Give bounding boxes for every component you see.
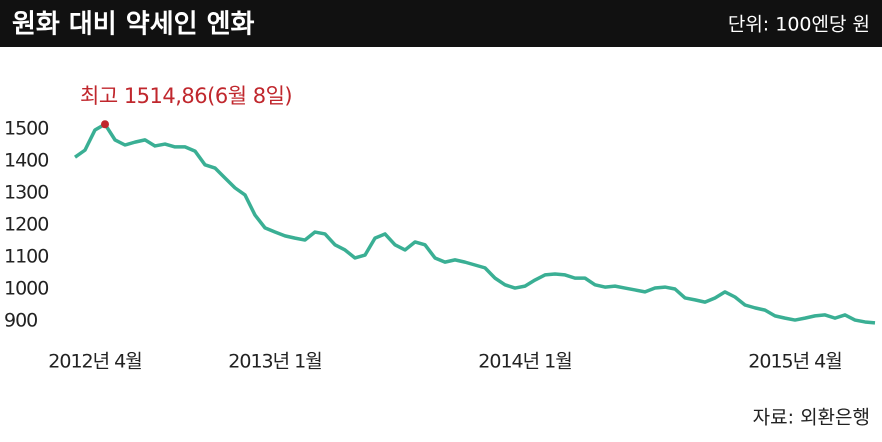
chart-title: 원화 대비 약세인 엔화 [12,10,255,40]
header-bar [0,0,882,47]
unit-label: 단위: 100엔당 원 [728,14,870,36]
peak-dot [101,120,109,129]
x-tick-label: 2012년 4월 [48,351,141,373]
y-tick-label: 1200 [4,214,48,236]
annotation: 최고 1514,86(6월 8일) [80,84,292,108]
y-tick-label: 1500 [4,118,48,140]
y-tick-label: 1000 [4,278,48,300]
x-tick-label: 2015년 4월 [748,351,841,373]
line [73,122,876,325]
x-tick-label: 2013년 1월 [228,351,321,373]
x-tick-label: 2014년 1월 [478,351,571,373]
y-tick-label: 1100 [4,246,48,268]
source: 자료: 외환은행 [753,407,870,429]
y-tick-label: 900 [4,310,37,332]
y-tick-label: 1300 [4,182,48,204]
y-tick-label: 1400 [4,150,48,172]
